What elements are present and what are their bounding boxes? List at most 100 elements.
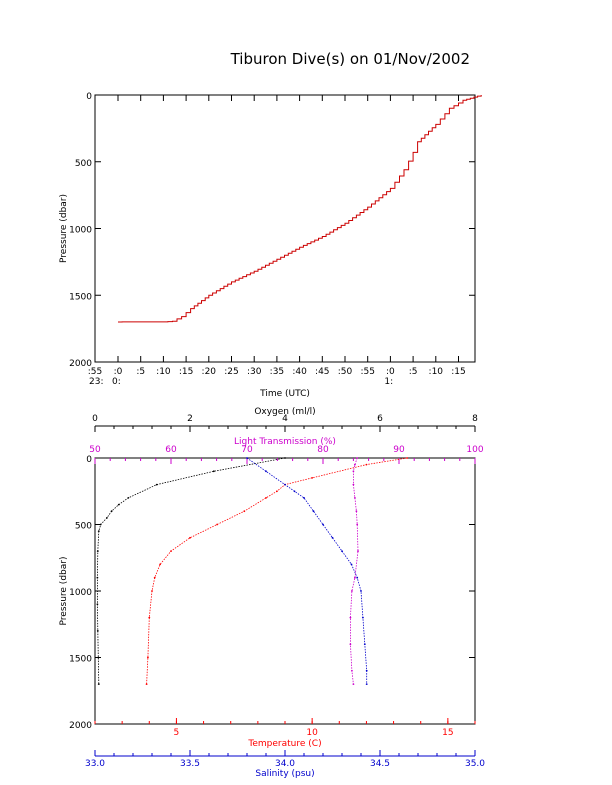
axis-tick-label: 60 bbox=[165, 445, 177, 455]
data-point bbox=[265, 470, 267, 473]
y-tick-label: 1500 bbox=[69, 292, 92, 302]
data-point bbox=[349, 616, 352, 619]
data-point bbox=[97, 683, 100, 685]
x-axis-label: Time (UTC) bbox=[259, 389, 310, 399]
y-tick-label: 0 bbox=[86, 455, 92, 465]
profile-salinity bbox=[246, 457, 368, 685]
data-point bbox=[303, 497, 305, 499]
x-tick-label: :10 bbox=[429, 367, 444, 377]
axis-tick-label: 100 bbox=[466, 445, 483, 455]
data-point bbox=[246, 457, 248, 459]
data-point bbox=[352, 483, 355, 486]
x-tick-label: :15 bbox=[179, 367, 193, 377]
data-point bbox=[212, 470, 215, 473]
x-tick-label: :45 bbox=[315, 367, 329, 377]
x-tick-label: :15 bbox=[451, 367, 465, 377]
x-tick-label: :10 bbox=[156, 367, 171, 377]
y-tick-label: 500 bbox=[75, 159, 92, 169]
axis-tick-label: 2 bbox=[187, 414, 193, 424]
y-tick-label: 2000 bbox=[69, 359, 92, 369]
axis-tick-label: 5 bbox=[174, 728, 180, 738]
x-tick-label: :5 bbox=[409, 367, 418, 377]
axis-tick-label: 6 bbox=[377, 414, 383, 424]
data-point bbox=[352, 470, 355, 473]
data-point bbox=[312, 510, 315, 513]
x-tick-label: :30 bbox=[247, 367, 262, 377]
data-point bbox=[311, 477, 313, 479]
x-tick-label: :20 bbox=[202, 367, 217, 377]
data-point bbox=[357, 550, 359, 552]
data-point bbox=[153, 576, 156, 579]
data-point bbox=[356, 523, 359, 526]
data-point bbox=[265, 497, 267, 499]
x-tick-label: :25 bbox=[224, 367, 238, 377]
data-point bbox=[189, 536, 191, 539]
axis-tick-label: 90 bbox=[393, 445, 405, 455]
chart-title: Tiburon Dive(s) on 01/Nov/2002 bbox=[230, 50, 470, 68]
data-point bbox=[99, 523, 102, 526]
x-tick-label: :55 bbox=[88, 367, 102, 377]
x-tick-label: :0 bbox=[114, 367, 123, 377]
data-point bbox=[354, 463, 356, 466]
data-point bbox=[356, 457, 359, 459]
hour-label: 1: bbox=[384, 377, 393, 387]
data-point bbox=[360, 590, 362, 592]
data-point bbox=[151, 590, 153, 592]
data-point bbox=[354, 576, 356, 579]
data-point bbox=[349, 643, 352, 646]
y-axis-label: Pressure (dbar) bbox=[59, 557, 69, 626]
axis-tick-label: 70 bbox=[241, 445, 253, 455]
x-tick-label: :55 bbox=[360, 367, 374, 377]
axis-tick-label: 80 bbox=[317, 445, 329, 455]
dive-trace bbox=[118, 95, 482, 323]
y-tick-label: 1500 bbox=[69, 655, 92, 665]
data-point bbox=[365, 683, 368, 685]
data-point bbox=[354, 497, 356, 499]
axis-title: Temperature (C) bbox=[247, 739, 321, 749]
axis-tick-label: 8 bbox=[472, 414, 478, 424]
y-tick-label: 0 bbox=[86, 92, 92, 102]
data-point bbox=[355, 510, 358, 513]
y-tick-label: 500 bbox=[75, 522, 92, 532]
axis-tick-label: 4 bbox=[282, 414, 288, 424]
axis-tick-label: 34.5 bbox=[370, 759, 390, 769]
y-tick-label: 1000 bbox=[69, 226, 92, 236]
data-point bbox=[352, 683, 355, 685]
data-point bbox=[97, 656, 100, 659]
axis-tick-label: 15 bbox=[442, 728, 453, 738]
data-point bbox=[145, 683, 148, 685]
x-tick-label: :5 bbox=[136, 367, 145, 377]
y-tick-label: 2000 bbox=[69, 721, 92, 731]
profile-transmission bbox=[349, 457, 359, 685]
axis-tick-label: 0 bbox=[92, 414, 98, 424]
axis-tick-label: 33.5 bbox=[180, 759, 200, 769]
data-point bbox=[216, 523, 219, 526]
data-point bbox=[97, 530, 100, 532]
axis-tick-label: 35.0 bbox=[465, 759, 485, 769]
profile-temperature bbox=[146, 457, 408, 685]
data-point bbox=[284, 457, 286, 459]
data-point bbox=[363, 643, 366, 646]
data-point bbox=[170, 550, 172, 552]
data-point bbox=[284, 483, 286, 486]
data-point bbox=[96, 630, 99, 632]
data-point bbox=[148, 616, 151, 619]
x-tick-label: :0 bbox=[386, 367, 395, 377]
data-point bbox=[106, 517, 108, 519]
data-point bbox=[365, 669, 368, 672]
y-axis-label: Pressure (dbar) bbox=[59, 194, 69, 263]
x-tick-label: :50 bbox=[338, 367, 353, 377]
axis-title: Salinity (psu) bbox=[255, 769, 314, 779]
data-point bbox=[276, 490, 278, 493]
data-point bbox=[406, 457, 408, 459]
data-point bbox=[243, 510, 246, 513]
axis-tick-label: 34.0 bbox=[275, 759, 295, 769]
data-point bbox=[96, 603, 99, 606]
data-point bbox=[159, 563, 162, 566]
hour-label: 0: bbox=[112, 377, 121, 387]
hour-label: 23: bbox=[89, 377, 103, 387]
data-point bbox=[351, 590, 353, 592]
y-tick-label: 1000 bbox=[69, 588, 92, 598]
data-point bbox=[331, 536, 334, 539]
pressure-time-chart: 0500100015002000:55:0:5:10:15:20:25:30:3… bbox=[59, 92, 482, 399]
